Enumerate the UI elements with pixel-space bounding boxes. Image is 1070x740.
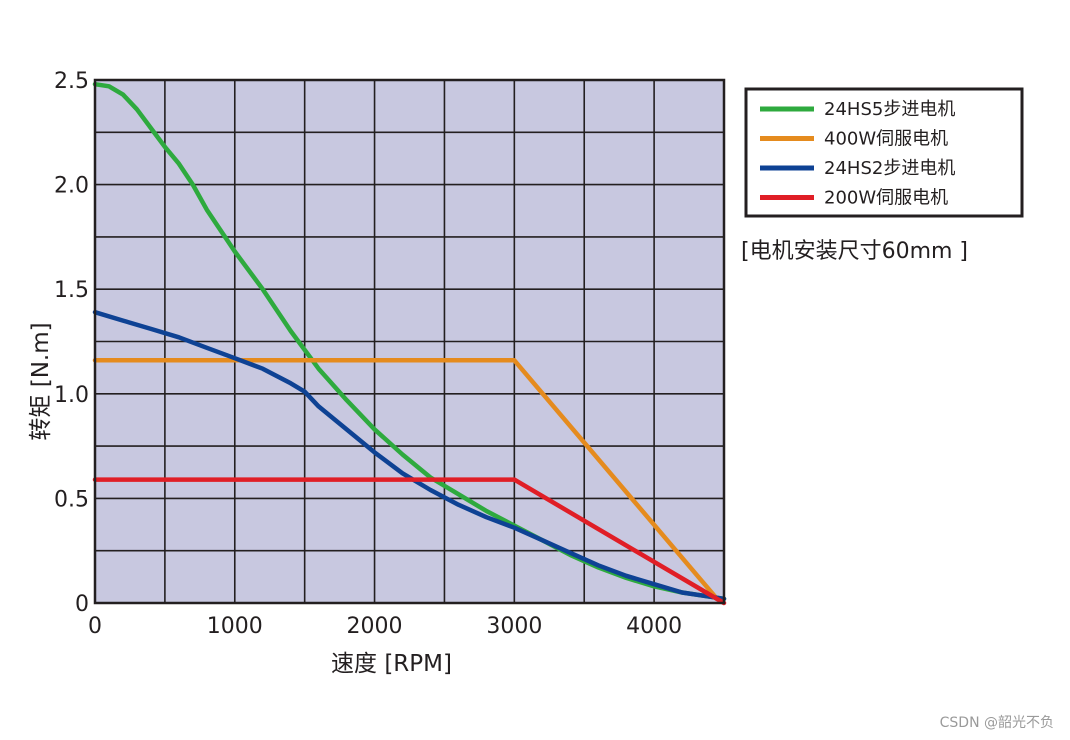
watermark: CSDN @韶光不负: [939, 715, 1054, 731]
x-tick-label: 1000: [207, 614, 263, 639]
y-tick-label: 1.5: [54, 278, 89, 303]
x-tick-label: 0: [88, 614, 102, 639]
series-line-3: [92, 477, 727, 606]
y-tick-label: 1.0: [54, 383, 89, 408]
series-line-2: [92, 309, 727, 602]
y-tick-label: 2.0: [54, 174, 89, 199]
legend-label: 24HS2步进电机: [824, 158, 955, 179]
legend: 24HS5步进电机 400W伺服电机 24HS2步进电机 200W伺服电机: [744, 87, 1024, 218]
legend-label: 24HS5步进电机: [824, 99, 955, 120]
x-tick-label: 4000: [626, 614, 682, 639]
x-tick-label: 3000: [486, 614, 542, 639]
tick-labels: 0 1000 2000 3000 4000 0 0.5 1.0 1.5 2.0 2.5: [54, 69, 682, 639]
legend-label: 400W伺服电机: [824, 129, 948, 150]
y-tick-label: 2.5: [54, 69, 89, 94]
mounting-size-note: [电机安装尺寸60mm ]: [741, 239, 968, 264]
x-tick-label: 2000: [347, 614, 403, 639]
plot-frame: [93, 78, 726, 605]
y-axis-label: 转矩 [N.m]: [28, 322, 54, 440]
y-tick-label: 0.5: [54, 487, 89, 512]
grid: [95, 80, 724, 603]
legend-label: 200W伺服电机: [824, 188, 948, 209]
y-tick-label: 0: [75, 592, 89, 617]
series-lines: [92, 81, 727, 606]
x-axis-label: 速度 [RPM]: [331, 651, 452, 677]
